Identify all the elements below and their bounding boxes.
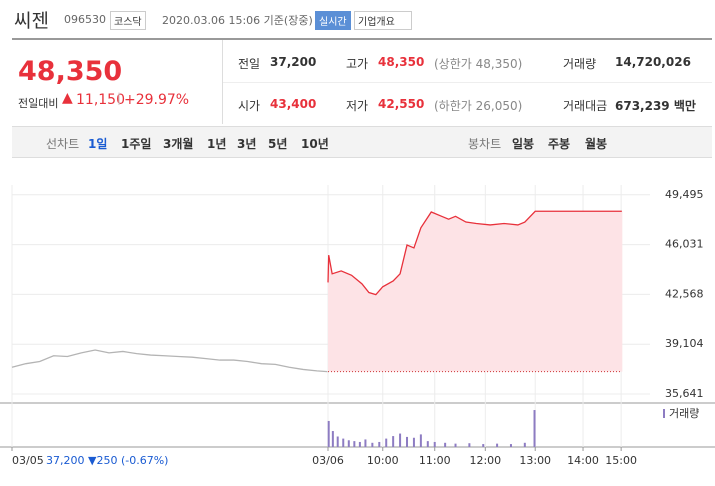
stat-label: 고가 [346,57,369,71]
divider [223,82,712,83]
volume-bar [331,431,334,447]
tab-label: 봉차트 [468,137,502,151]
volume-bar [444,442,447,447]
price-line [11,349,328,373]
change-pct: +29.97% [124,92,190,108]
volume-bar [378,441,381,447]
volume-bar [347,440,350,447]
change-arrow: ▲ [62,90,73,106]
volume-bar [342,438,345,447]
x-tick-label: 14:00 [567,454,599,467]
company-menu[interactable]: 기업개요 [354,11,412,30]
tab[interactable]: 1주일 [121,137,152,151]
x-tick-label: 15:00 [605,454,637,467]
volume-bar [358,441,361,447]
stat-value: 43,400 [270,97,317,111]
x-tick-label: 10:00 [367,454,399,467]
change-label: 전일대비 [18,97,59,110]
footer: 37,200 ▼250 (-0.67%) [46,454,168,467]
stat-value: 42,550 [378,97,425,111]
stock-name: 씨젠 [14,10,49,32]
tab[interactable]: 일봉 [512,137,535,151]
stat-note: (상한가 48,350) [434,57,523,71]
volume-bar [426,441,429,447]
tab[interactable]: 주봉 [548,137,571,151]
volume-bar [327,420,330,447]
volume-bar [496,443,499,447]
prev-close: 37,200 [46,454,85,467]
volume-bar [399,433,402,447]
y-tick-label: 42,568 [665,287,704,300]
y-tick-label: 46,031 [665,238,704,251]
volume-bar [454,443,457,447]
volume-bar [392,436,395,447]
volume-bar [336,436,339,447]
x-tick-label: 13:00 [519,454,551,467]
stat-label: 전일 [238,57,261,71]
change: 11,150 [76,92,125,108]
market-badge: 코스닥 [110,11,146,30]
tab[interactable]: 10년 [301,137,329,151]
volume-bar [533,410,536,447]
area [328,211,622,372]
stat-value: 673,239 백만 [615,99,696,113]
legend-swatch [663,409,665,418]
tab[interactable]: 월봉 [585,137,608,151]
stat-value: 48,350 [378,55,425,69]
volume-bar [412,437,415,447]
tab[interactable]: 1년 [207,137,227,151]
x-tick-label: 11:00 [419,454,451,467]
tab[interactable]: 5년 [268,137,288,151]
volume-bar [433,441,436,447]
volume-bar [482,444,485,447]
volume-bar [406,436,409,447]
x-tick-label: 03/05 [12,454,44,467]
tab[interactable]: 3개월 [163,137,194,151]
x-tick-label: 03/06 [312,454,344,467]
volume-bar [371,442,374,447]
volume-bar [385,438,388,447]
prev-change: ▼250 (-0.67%) [88,454,169,467]
tab-bar [12,127,712,158]
x-tick-label: 12:00 [469,454,501,467]
volume-bar [468,443,471,447]
stock-code: 096530 [64,13,106,26]
legend-label: 거래량 [669,407,699,420]
divider [222,40,223,124]
stat-value: 37,200 [270,55,317,69]
volume-bar [419,434,422,447]
volume-bar [509,444,512,447]
y-tick-label: 49,495 [665,188,704,201]
stat-label: 저가 [346,99,369,113]
realtime-badge[interactable]: 실시간 [315,11,351,30]
quote-box [12,38,712,127]
stat-value: 14,720,026 [615,55,691,69]
separator: | [117,91,122,105]
stat-label: 거래대금 [563,99,608,113]
tab-label: 선차트 [46,137,80,151]
volume-bar [364,439,367,447]
stat-label: 시가 [238,99,261,113]
price: 48,350 [18,56,123,87]
tab[interactable]: 3년 [237,137,257,151]
stat-label: 거래량 [563,57,597,71]
timestamp: 2020.03.06 15:06 기준(장중) [162,14,313,27]
y-tick-label: 39,104 [665,337,704,350]
tab[interactable]: 1일 [88,137,108,151]
y-tick-label: 35,641 [665,387,704,400]
volume-bar [353,441,356,447]
price-line [327,210,622,296]
volume-bar [523,442,526,447]
stat-note: (하한가 26,050) [434,99,523,113]
